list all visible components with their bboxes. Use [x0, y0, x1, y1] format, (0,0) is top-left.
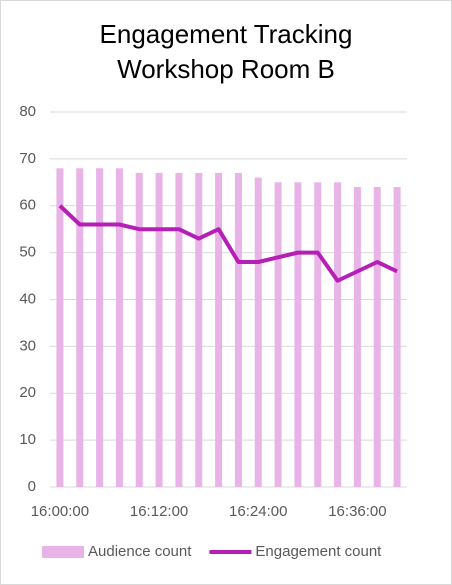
bar — [115, 168, 123, 487]
bar — [334, 182, 342, 487]
bar — [274, 182, 282, 487]
y-tick-label: 60 — [19, 197, 36, 214]
y-tick-label: 10 — [19, 431, 36, 448]
bar — [56, 168, 64, 487]
bar — [353, 187, 361, 487]
bar — [96, 168, 104, 487]
y-tick-label: 20 — [19, 384, 36, 401]
bar — [234, 172, 242, 487]
bar — [195, 172, 203, 487]
bar — [135, 172, 143, 487]
bar — [373, 187, 381, 487]
x-tick-label: 16:36:00 — [328, 503, 386, 520]
bar — [215, 172, 223, 487]
bar — [155, 172, 163, 487]
x-tick-label: 16:12:00 — [130, 503, 188, 520]
y-tick-label: 40 — [19, 290, 36, 307]
y-tick-label: 50 — [19, 244, 36, 261]
bar — [175, 172, 183, 487]
x-tick-label: 16:00:00 — [31, 503, 89, 520]
y-tick-label: 70 — [19, 150, 36, 167]
bar — [76, 168, 84, 487]
bar — [254, 177, 262, 487]
legend-label: Engagement count — [255, 543, 382, 560]
bar — [314, 182, 322, 487]
chart-title: Workshop Room B — [117, 54, 335, 84]
bar — [294, 182, 302, 487]
legend-swatch — [42, 546, 84, 558]
x-tick-label: 16:24:00 — [229, 503, 287, 520]
legend-label: Audience count — [88, 543, 192, 560]
bar — [393, 187, 401, 487]
line — [58, 204, 398, 283]
y-tick-label: 80 — [19, 103, 36, 120]
y-tick-label: 0 — [28, 478, 36, 495]
y-tick-label: 30 — [19, 337, 36, 354]
chart-title: Engagement Tracking — [100, 19, 353, 49]
